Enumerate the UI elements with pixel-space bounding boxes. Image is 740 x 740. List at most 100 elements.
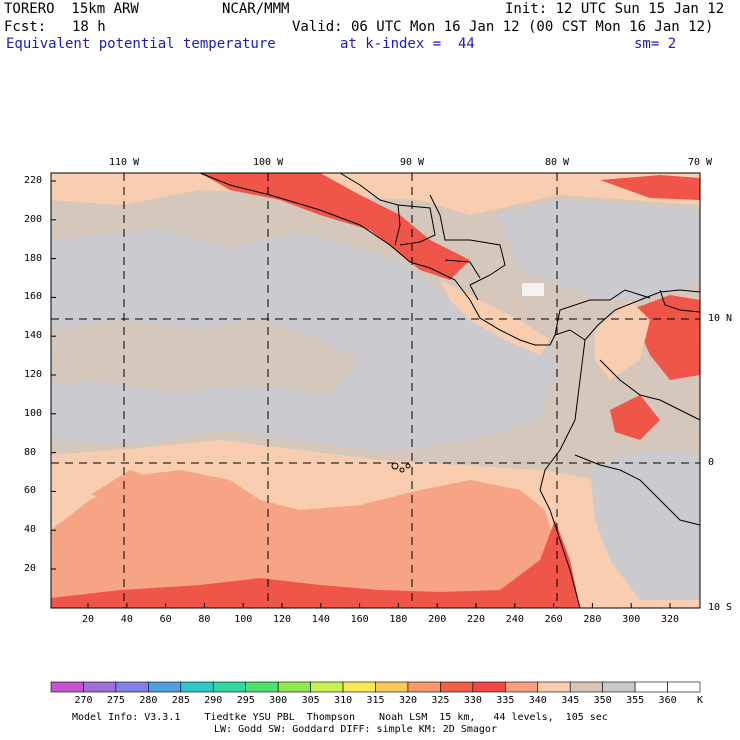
- colorbar-level-label: 355: [626, 695, 645, 706]
- x-tick-label: 260: [544, 614, 563, 625]
- y-tick-label: 220: [24, 175, 43, 186]
- field-andes-hot: [610, 395, 660, 440]
- level-info: at k-index = 44: [340, 36, 475, 52]
- field-colombia-warm: [595, 300, 650, 380]
- field-isthmus-warm: [440, 280, 550, 355]
- pacific-coastline: [199, 172, 701, 346]
- colorbar-swatch: [212, 681, 247, 693]
- lat-label-10n: 10 N: [708, 313, 733, 324]
- colorbar-level-label: 275: [106, 695, 125, 706]
- guatemala-border: [397, 204, 436, 246]
- field-land-gray: [590, 450, 700, 600]
- valid-time: Valid: 06 UTC Mon 16 Jan 12 (00 CST Mon …: [292, 19, 714, 35]
- x-tick-label: 140: [311, 614, 330, 625]
- colorbar-level-label: 270: [74, 695, 93, 706]
- field-ocean-tan: [51, 318, 360, 395]
- y-tick-label: 120: [24, 369, 43, 380]
- field-north-warm: [51, 173, 700, 215]
- forecast-hour: 18 h: [72, 19, 106, 35]
- y-tick-label: 20: [24, 563, 37, 574]
- colorbar-swatch: [667, 681, 701, 693]
- field-south-mid: [51, 470, 570, 608]
- colorbar-level-label: 300: [269, 695, 288, 706]
- x-tick-label: 280: [583, 614, 602, 625]
- y-tick-label: 200: [24, 213, 43, 225]
- colorbar: [50, 681, 701, 693]
- x-tick-label: 100: [234, 614, 253, 625]
- field-centam-hot: [200, 173, 470, 280]
- init-time: Init: 12 UTC Sun 15 Jan 12: [505, 1, 725, 17]
- mexico-border: [339, 172, 401, 246]
- colorbar-level-label: 345: [561, 695, 580, 706]
- lon-label-110w: 110 W: [109, 157, 140, 168]
- tick-marks: [51, 180, 671, 608]
- x-tick-label: 20: [82, 614, 95, 625]
- x-tick-label: 300: [622, 614, 641, 625]
- y-tick-label: 60: [24, 485, 37, 497]
- x-tick-label: 200: [428, 614, 447, 625]
- x-tick-label: 320: [661, 614, 680, 625]
- colorbar-level-label: 320: [398, 695, 417, 706]
- centam-caribbean-coast: [429, 194, 506, 301]
- colorbar-swatch: [277, 681, 311, 693]
- lon-label-100w: 100 W: [253, 157, 284, 168]
- field-name: Equivalent potential temperature: [6, 36, 276, 52]
- field-caribbean-gray: [495, 200, 700, 300]
- colorbar-swatch: [50, 681, 84, 693]
- coastlines: [199, 172, 701, 609]
- colorbar-swatch: [375, 681, 409, 693]
- colorbar-level-label: 315: [366, 695, 385, 706]
- forecast-label: Fcst:: [4, 19, 47, 35]
- theta-e-field: [51, 173, 700, 608]
- colorbar-swatch: [569, 681, 603, 693]
- colorbar-level-label: 325: [431, 695, 450, 706]
- x-tick-label: 160: [350, 614, 369, 625]
- colorbar-level-label: 360: [658, 695, 677, 706]
- field-white-patch: [522, 283, 544, 296]
- colorbar-swatch: [537, 681, 571, 693]
- colorbar-swatch: [83, 681, 117, 693]
- smoothing-info: sm= 2: [634, 36, 677, 52]
- x-tick-label: 80: [198, 614, 211, 625]
- colorbar-level-label: 305: [301, 695, 320, 706]
- field-ne-hot: [600, 175, 700, 200]
- galapagos-island: [405, 463, 411, 469]
- x-tick-label: 240: [505, 614, 524, 625]
- field-colombia-hot: [630, 295, 700, 380]
- plot-frame: [50, 172, 701, 609]
- colorbar-swatch: [440, 681, 474, 693]
- colorbar-level-label: 280: [139, 695, 158, 706]
- lon-label-70w: 70 W: [688, 157, 713, 168]
- colorbar-swatch: [504, 681, 539, 693]
- model-name: TORERO 15km ARW: [4, 1, 139, 17]
- y-tick-label: 40: [24, 524, 37, 536]
- x-tick-label: 180: [389, 614, 408, 625]
- x-tick-label: 120: [273, 614, 292, 625]
- y-tick-label: 160: [24, 291, 43, 303]
- colorbar-level-label: 335: [496, 695, 515, 706]
- colorbar-swatch: [115, 681, 149, 693]
- panama-colombia-coast: [554, 289, 651, 336]
- colorbar-swatch: [342, 681, 376, 693]
- south-america-coast: [539, 339, 586, 609]
- footer-physics-info: LW: Godd SW: Goddard DIFF: simple KM: 2D…: [214, 724, 497, 735]
- colorbar-swatch: [602, 681, 636, 693]
- colorbar-swatch: [472, 681, 506, 693]
- colorbar-level-label: 285: [171, 695, 190, 706]
- colorbar-level-label: 330: [463, 695, 482, 706]
- colorbar-swatch: [310, 681, 344, 693]
- footer-model-info: Model Info: V3.3.1 Tiedtke YSU PBL Thomp…: [72, 712, 608, 723]
- colorbar-level-label: 350: [593, 695, 612, 706]
- colorbar-swatch: [148, 681, 182, 693]
- colorbar-swatch: [407, 681, 441, 693]
- field-south-hot: [51, 520, 580, 608]
- colorbar-swatch: [634, 681, 668, 693]
- galapagos-island: [399, 467, 405, 473]
- honduras-border: [444, 259, 481, 279]
- colorbar-level-label: 290: [204, 695, 223, 706]
- lat-label-0: 0: [708, 457, 715, 468]
- y-tick-label: 180: [24, 252, 43, 264]
- colorbar-swatch: [180, 681, 214, 693]
- lat-label-10s: 10 S: [708, 602, 733, 613]
- x-tick-label: 60: [159, 614, 172, 625]
